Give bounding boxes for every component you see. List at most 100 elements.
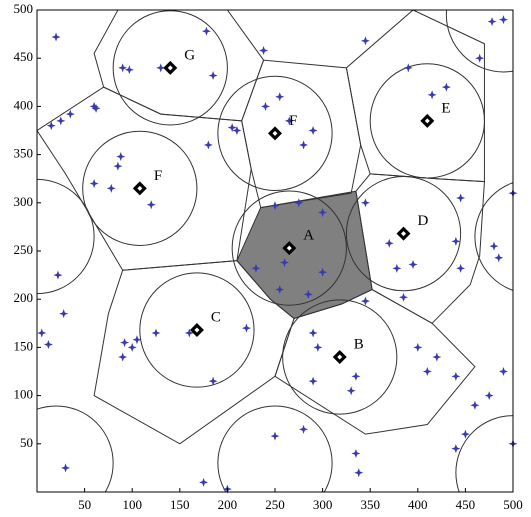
voronoi-cell [93, 9, 265, 122]
sensor-point [156, 63, 166, 73]
coverage-circle [345, 176, 462, 292]
node-label: C [211, 309, 221, 325]
x-tick-label: 300 [313, 497, 333, 512]
sensor-point [37, 328, 47, 338]
sensor-point [354, 468, 364, 478]
sensor-point [61, 463, 71, 473]
y-tick-label: 500 [14, 1, 34, 16]
sensor-point [259, 45, 269, 55]
sensor-point [199, 477, 209, 487]
coverage-circle [474, 182, 513, 291]
sensor-point [275, 92, 285, 102]
sensor-point [127, 342, 137, 352]
coverage-circle [369, 63, 485, 179]
sensor-point [106, 183, 116, 193]
x-tick-label: 150 [170, 497, 190, 512]
sensor-point [308, 126, 318, 135]
sensor-point [498, 15, 508, 25]
x-tick-label: 100 [122, 497, 142, 512]
x-tick-label: 400 [408, 497, 428, 512]
sensor-point [494, 253, 504, 263]
node-label: F [154, 168, 162, 184]
sensor-point [427, 90, 437, 100]
sensor-point [201, 26, 211, 36]
sensor-point [318, 207, 328, 217]
x-tick-label: 250 [265, 497, 285, 512]
coverage-circle [112, 10, 228, 126]
x-tick-label: 450 [456, 497, 476, 512]
sensor-point [498, 367, 508, 376]
coverage-circle [445, 10, 513, 73]
sensor-point [360, 36, 370, 46]
sensor-point [284, 116, 294, 126]
sensor-point [203, 140, 213, 150]
y-tick-label: 450 [14, 49, 34, 64]
sensor-point [299, 140, 309, 150]
voronoi-cell [241, 59, 362, 209]
y-tick-label: 50 [20, 435, 33, 450]
y-tick-label: 250 [14, 242, 34, 257]
sensor-point [227, 123, 237, 133]
node-center [137, 185, 143, 191]
sensor-point [392, 263, 402, 273]
x-tick-label: 50 [78, 497, 91, 512]
node-center [167, 65, 173, 71]
voronoi-cell [355, 173, 485, 324]
coverage-circle [282, 299, 398, 415]
y-tick-label: 300 [14, 194, 34, 209]
sensor-point [360, 198, 370, 208]
sensor-point [313, 342, 323, 352]
sensor-point [413, 342, 423, 352]
sensor-point [399, 292, 409, 302]
sensor-point [113, 161, 123, 171]
node-center [272, 130, 278, 136]
node-label: B [354, 336, 364, 352]
sensor-point [120, 338, 130, 348]
coverage-circle [217, 405, 333, 492]
sensor-point [318, 267, 328, 277]
sensor-point [441, 82, 451, 92]
sensor-point [251, 263, 261, 273]
voronoi-cell [345, 9, 485, 183]
sensor-point [487, 17, 497, 27]
sensor-point [53, 270, 63, 280]
sensor-point [308, 376, 318, 386]
sensor-point [260, 101, 270, 111]
node-label: E [441, 100, 450, 116]
y-tick-label: 100 [14, 387, 34, 402]
coverage-circle [82, 130, 198, 246]
sensor-point [151, 328, 161, 338]
node-center [194, 327, 200, 333]
sensor-point [460, 429, 470, 439]
sensor-point [59, 309, 69, 319]
sensor-point [456, 263, 466, 273]
node-label: D [418, 213, 429, 229]
sensor-point [351, 371, 361, 381]
x-tick-label: 200 [218, 497, 238, 512]
y-tick-label: 200 [14, 290, 34, 305]
sensor-point [46, 121, 56, 131]
y-tick-label: 350 [14, 146, 34, 161]
sensor-point [89, 101, 99, 111]
sensor-point [146, 200, 156, 210]
y-tick-label: 400 [14, 97, 34, 112]
sensor-point [51, 32, 61, 42]
sensor-point [308, 328, 318, 338]
sensor-point [270, 201, 280, 211]
sensor-point [456, 193, 466, 203]
sensor-point [232, 126, 242, 135]
sensor-point [270, 431, 280, 441]
sensor-point [91, 103, 101, 113]
sensor-point [275, 285, 285, 295]
sensor-point [351, 448, 361, 458]
sensor-point [489, 241, 499, 251]
coverage-circle [37, 405, 114, 492]
sensor-point [484, 391, 494, 401]
sensor-point [432, 352, 442, 362]
sensor-point [56, 116, 66, 126]
sensor-point [65, 109, 75, 119]
node-center [424, 118, 430, 124]
sensor-point [208, 376, 218, 386]
node-center [337, 354, 343, 360]
